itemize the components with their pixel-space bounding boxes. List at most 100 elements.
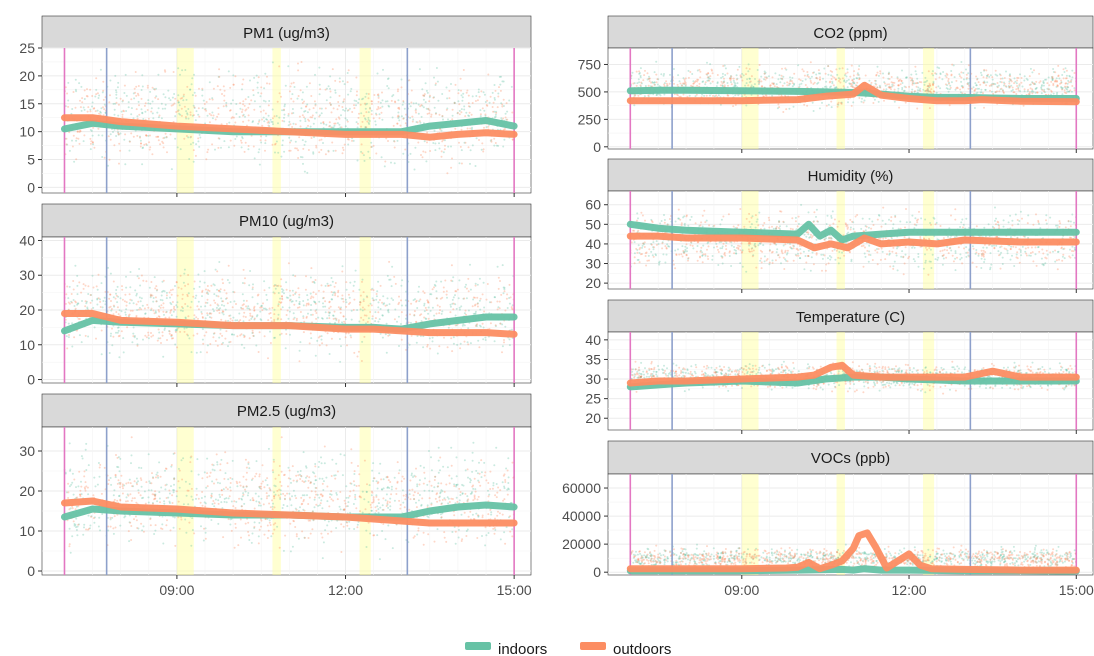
indoors-point — [139, 284, 142, 287]
indoors-point — [204, 502, 207, 505]
indoors-point — [130, 454, 133, 457]
outdoors-point — [103, 156, 106, 159]
indoors-point — [120, 310, 123, 313]
indoors-point — [457, 528, 460, 531]
outdoors-point — [451, 157, 453, 160]
indoors-point — [502, 80, 505, 83]
indoors-point — [639, 67, 642, 70]
outdoors-point — [399, 503, 402, 506]
indoors-point — [506, 307, 509, 309]
indoors-point — [123, 92, 126, 94]
indoors-point — [988, 75, 991, 78]
indoors-point — [281, 306, 284, 309]
outdoors-point — [72, 91, 75, 93]
indoors-point — [128, 302, 131, 305]
outdoors-point — [187, 283, 190, 286]
outdoors-point — [500, 293, 503, 296]
indoors-point — [304, 120, 307, 123]
indoors-point — [259, 310, 262, 313]
outdoors-point — [356, 90, 358, 93]
outdoors-point — [339, 491, 342, 493]
indoors-point — [177, 109, 180, 112]
indoors-point — [193, 317, 196, 320]
outdoors-point — [360, 360, 363, 362]
outdoors-point — [369, 107, 372, 110]
outdoors-point — [179, 330, 182, 333]
indoors-point — [827, 73, 830, 76]
outdoors-point — [449, 311, 452, 314]
outdoors-point — [177, 480, 180, 483]
outdoors-point — [451, 350, 454, 353]
outdoors-point — [77, 137, 80, 140]
indoors-point — [306, 171, 309, 174]
outdoors-point — [490, 140, 493, 143]
indoors-point — [422, 346, 425, 349]
indoors-point — [302, 315, 305, 318]
indoors-point — [412, 476, 414, 478]
indoors-point — [471, 144, 474, 147]
outdoors-point — [394, 100, 396, 103]
outdoors-point — [397, 88, 399, 91]
outdoors-point — [78, 142, 81, 145]
outdoors-point — [179, 274, 182, 277]
indoors-point — [296, 470, 299, 473]
y-tick-label: 20 — [19, 302, 35, 318]
outdoors-point — [415, 467, 417, 470]
outdoors-point — [171, 288, 174, 291]
indoors-point — [165, 291, 168, 294]
indoors-point — [507, 482, 510, 484]
indoors-point — [426, 504, 429, 507]
indoors-point — [451, 531, 454, 533]
outdoors-point — [224, 319, 227, 322]
outdoors-point — [441, 296, 444, 299]
outdoors-point — [278, 546, 281, 549]
outdoors-point — [314, 302, 317, 305]
indoors-point — [185, 110, 188, 113]
indoors-point — [475, 95, 478, 97]
indoors-point — [386, 486, 389, 489]
outdoors-point — [114, 297, 117, 300]
outdoors-point — [217, 289, 220, 292]
indoors-point — [147, 501, 150, 504]
outdoors-point — [483, 474, 486, 477]
outdoors-point — [446, 346, 449, 349]
indoors-point — [305, 466, 308, 469]
outdoors-point — [229, 109, 231, 112]
indoors-point — [169, 301, 172, 304]
indoors-point — [379, 101, 382, 104]
outdoors-point — [123, 84, 126, 87]
outdoors-point — [438, 499, 441, 502]
indoors-point — [231, 99, 234, 102]
indoors-point — [655, 60, 658, 63]
outdoors-point — [180, 287, 183, 290]
indoors-point — [268, 519, 271, 522]
indoors-point — [427, 516, 430, 519]
y-tick-label: 0 — [27, 563, 35, 579]
indoors-point — [187, 503, 190, 506]
outdoors-point — [130, 499, 133, 502]
indoors-point — [185, 98, 188, 101]
outdoors-point — [170, 334, 173, 337]
outdoors-point — [125, 500, 127, 503]
outdoors-point — [240, 141, 243, 144]
outdoors-point — [345, 281, 348, 284]
outdoors-point — [298, 136, 301, 139]
indoors-point — [793, 83, 795, 86]
outdoors-point — [465, 287, 468, 290]
outdoors-point — [97, 127, 100, 130]
indoors-point — [421, 88, 424, 91]
outdoors-point — [238, 481, 241, 484]
outdoors-point — [311, 116, 313, 119]
outdoors-point — [219, 332, 222, 335]
indoors-point — [388, 303, 391, 306]
indoors-point — [202, 99, 205, 102]
indoors-point — [69, 551, 72, 554]
outdoors-point — [284, 534, 287, 537]
indoors-point — [1023, 90, 1026, 93]
indoors-point — [501, 323, 504, 326]
indoors-point — [238, 312, 241, 315]
outdoors-point — [103, 466, 106, 469]
indoors-point — [158, 461, 161, 464]
indoors-point — [424, 101, 427, 104]
